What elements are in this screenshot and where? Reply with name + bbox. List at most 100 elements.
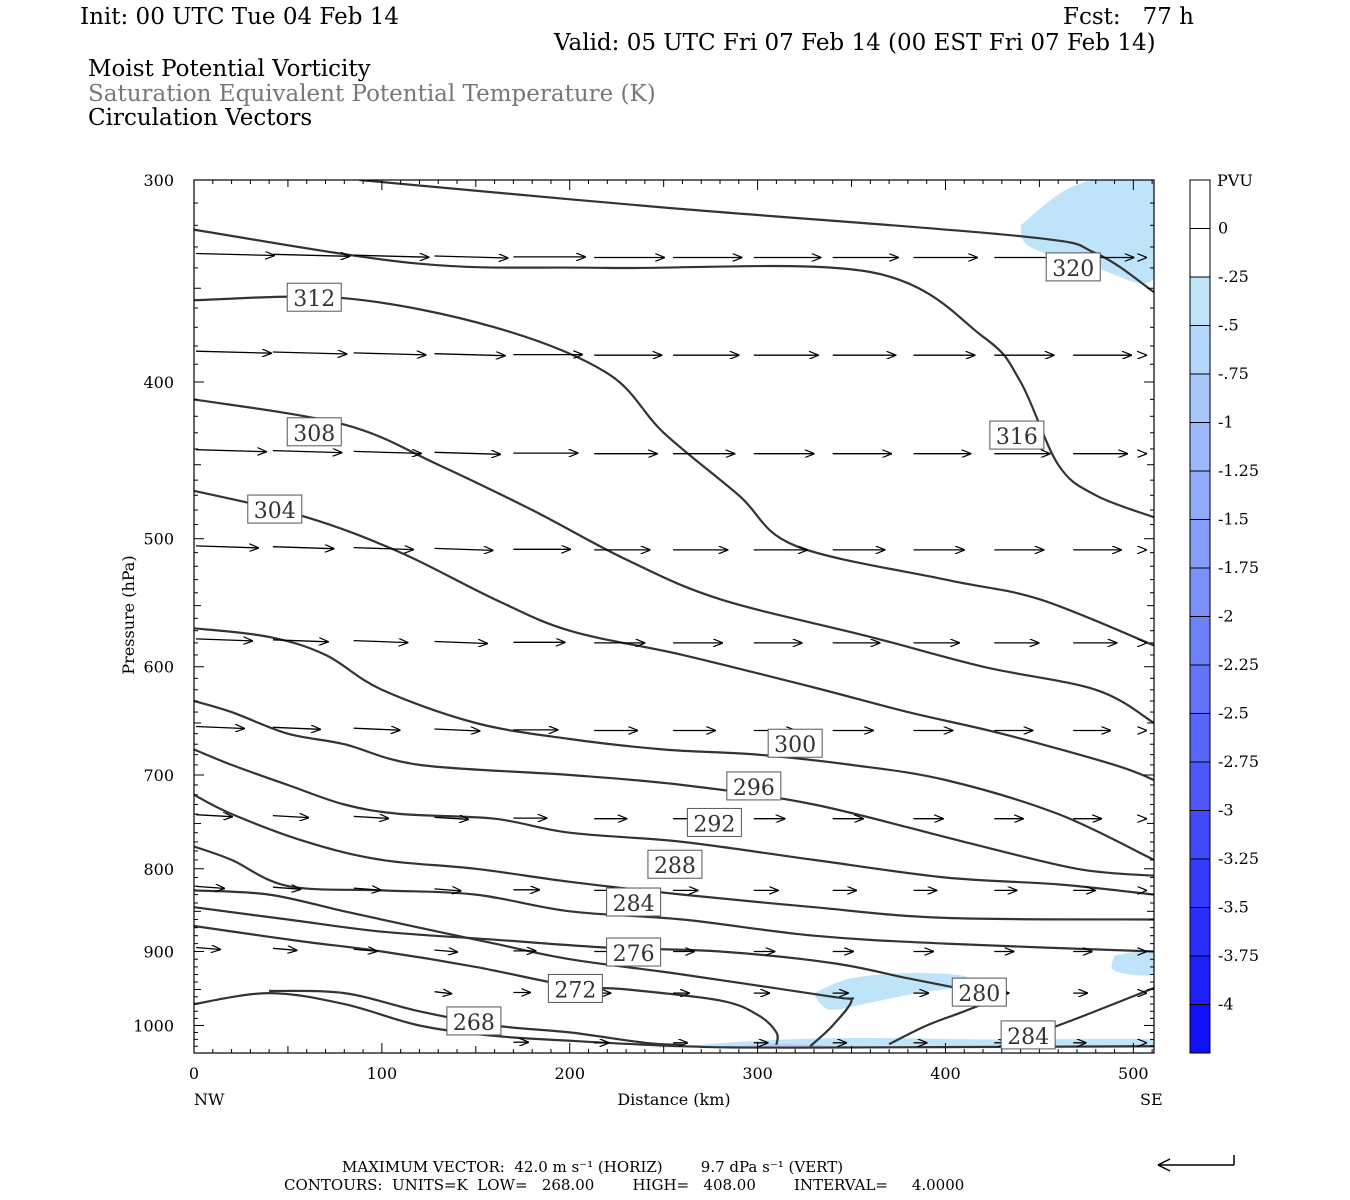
y-tick-label: 800	[143, 860, 174, 879]
colorbar-level-label: -3.75	[1218, 946, 1259, 965]
theta-e-contour-296-7	[194, 699, 1154, 877]
colorbar-swatch	[1190, 1004, 1210, 1053]
colorbar-level-label: -.5	[1218, 316, 1239, 335]
contour-label-284: 284	[606, 887, 662, 917]
contour-label-296: 296	[726, 771, 782, 801]
circulation-vector	[272, 254, 349, 256]
contour-label-text: 288	[654, 854, 696, 879]
colorbar-level-label: -1	[1218, 413, 1234, 432]
circulation-vector	[434, 889, 461, 891]
y-tick-label: 1000	[133, 1016, 174, 1035]
circulation-vector	[353, 353, 426, 355]
contour-label-text: 284	[613, 892, 655, 917]
contour-label-268: 268	[446, 1006, 502, 1036]
contour-label-box	[726, 771, 782, 801]
contour-label-box	[647, 849, 703, 879]
x-tick-label: 400	[930, 1064, 961, 1083]
contour-label-text: 292	[693, 812, 735, 837]
contour-label-text: 304	[254, 499, 296, 524]
circulation-vector	[353, 728, 400, 730]
colorbar-swatch	[1190, 228, 1210, 277]
contour-label-text: 312	[293, 287, 335, 312]
x-tick-label: 100	[367, 1064, 398, 1083]
negative-pv-region-2	[814, 972, 971, 1010]
circulation-vector	[434, 256, 508, 258]
contour-label-box	[767, 728, 823, 758]
colorbar-level-label: -3.25	[1218, 849, 1259, 868]
contour-label-text: 280	[958, 982, 1000, 1007]
theta-e-contour-304-5	[194, 489, 1154, 782]
circulation-vector	[195, 727, 244, 729]
contour-label-box	[247, 494, 303, 524]
contour-label-300: 300	[767, 728, 823, 758]
circulation-vector	[353, 816, 389, 818]
contour-label-text: 300	[774, 733, 816, 758]
circulation-vector	[272, 816, 308, 818]
colorbar-level-label: -4	[1218, 995, 1234, 1014]
contour-label-box	[286, 417, 342, 447]
contour-label-text: 320	[1052, 257, 1094, 282]
circulation-vector	[272, 640, 328, 642]
theta-e-contour-284-10	[194, 845, 1154, 953]
field-title-mpv: Moist Potential Vorticity	[88, 56, 371, 82]
contour-label-text: 268	[453, 1011, 495, 1036]
colorbar-level-label: -2.5	[1218, 704, 1249, 723]
x-tick-label: 200	[554, 1064, 585, 1083]
y-tick-label: 900	[143, 942, 174, 961]
colorbar-swatch	[1190, 762, 1210, 811]
colorbar-swatch	[1190, 810, 1210, 859]
colorbar-level-label: -1.75	[1218, 558, 1259, 577]
circulation-vector	[434, 729, 480, 731]
y-tick-label: 500	[143, 530, 174, 549]
contour-label-292: 292	[686, 807, 742, 837]
theta-e-contour-308-4	[194, 398, 1154, 724]
colorbar-swatch	[1190, 907, 1210, 956]
colorbar-unit: PVU	[1217, 171, 1253, 190]
colorbar-swatch	[1190, 956, 1210, 1005]
colorbar-swatch	[1190, 713, 1210, 762]
theta-e-contour-unlabeled-13	[194, 906, 1001, 1046]
contour-label-304: 304	[247, 494, 303, 524]
x-tick-label: 300	[742, 1064, 773, 1083]
contour-stats-note: CONTOURS: UNITS=K LOW= 268.00 HIGH= 408.…	[284, 1176, 965, 1194]
circulation-vector	[353, 548, 413, 550]
forecast-hour: Fcst: 77 h	[1063, 4, 1194, 30]
init-time: Init: 00 UTC Tue 04 Feb 14	[80, 4, 400, 30]
x-endpoint-left: NW	[194, 1090, 225, 1109]
contour-label-288: 288	[647, 849, 703, 879]
contour-label-box	[606, 887, 662, 917]
contour-label-280: 280	[951, 977, 1007, 1007]
circulation-vector	[195, 886, 224, 888]
circulation-vector	[353, 451, 421, 453]
theta-e-contour-276-12	[194, 889, 855, 1048]
circulation-vector	[272, 352, 347, 354]
circulation-vector	[195, 639, 252, 641]
contour-label-text: 308	[293, 422, 335, 447]
colorbar-swatch	[1190, 568, 1210, 617]
colorbar-swatch	[1190, 180, 1210, 229]
circulation-vector	[434, 992, 452, 994]
contour-label-box	[686, 807, 742, 837]
colorbar-swatch	[1190, 519, 1210, 568]
colorbar-level-label: -2.25	[1218, 655, 1259, 674]
contour-label-box	[1045, 252, 1101, 282]
y-tick-label: 400	[143, 373, 174, 392]
circulation-vector	[272, 887, 300, 889]
contour-label-320: 320	[1045, 252, 1101, 282]
colorbar-level-label: 0	[1218, 219, 1228, 238]
circulation-vector	[195, 351, 271, 353]
valid-time: Valid: 05 UTC Fri 07 Feb 14 (00 EST Fri …	[554, 30, 1156, 56]
colorbar-swatch	[1190, 471, 1210, 520]
circulation-vector	[195, 450, 266, 452]
x-endpoint-right: SE	[1140, 1090, 1163, 1109]
y-tick-label: 300	[143, 171, 174, 190]
circulation-vector	[434, 548, 493, 550]
max-vector-note: MAXIMUM VECTOR: 42.0 m s⁻¹ (HORIZ) 9.7 d…	[342, 1158, 844, 1176]
reference-vector	[1157, 1155, 1235, 1172]
colorbar-swatch	[1190, 422, 1210, 471]
contour-label-text: 276	[613, 942, 655, 967]
y-tick-label: 700	[143, 766, 174, 785]
theta-e-contour-288-9	[194, 793, 1154, 921]
colorbar-swatch	[1190, 325, 1210, 374]
x-tick-label: 0	[189, 1064, 199, 1083]
